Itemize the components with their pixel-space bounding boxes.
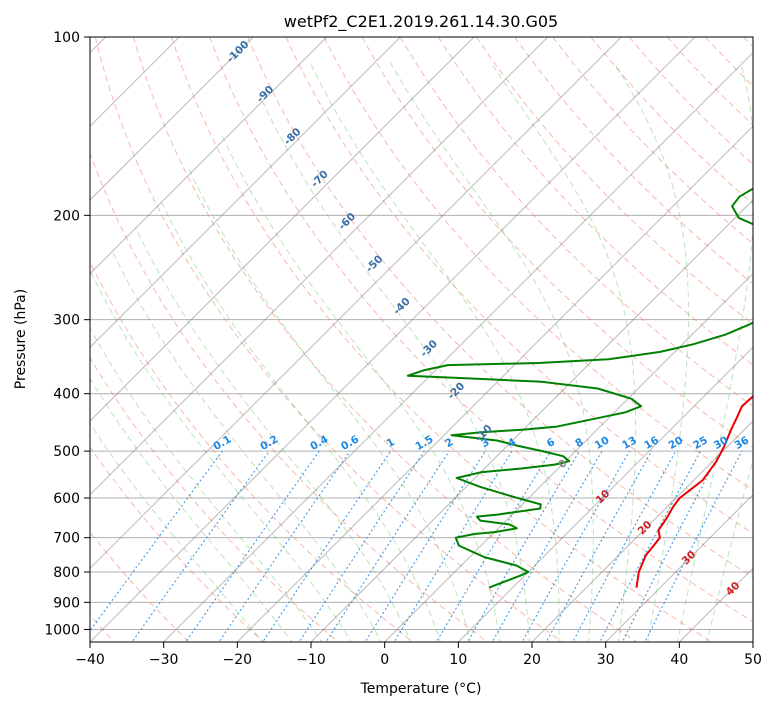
y-tick-label: 700	[53, 531, 80, 547]
mixing-ratio-line	[599, 450, 701, 642]
dry-adiabat	[171, 37, 713, 642]
isotherm-line	[90, 37, 254, 201]
x-tick-label: 10	[449, 652, 467, 668]
y-tick-label: 500	[53, 444, 80, 460]
dry-adiabat	[132, 37, 638, 642]
mixing-ratio-line	[298, 450, 425, 642]
x-tick-label: 0	[380, 652, 389, 668]
temperature-profile-line	[635, 395, 753, 588]
y-tick-label: 600	[53, 491, 80, 507]
mixing-ratio-line	[218, 450, 351, 642]
mixing-ratio-line	[521, 450, 630, 642]
y-tick-label: 200	[53, 208, 80, 224]
isotherm-line	[383, 272, 753, 642]
plot-area	[90, 37, 753, 642]
isotherm-line	[310, 199, 753, 642]
isotherm-line	[457, 346, 753, 642]
x-tick-label: −30	[149, 652, 179, 668]
x-tick-label: 40	[670, 652, 688, 668]
mixing-ratio-line	[644, 450, 743, 642]
x-tick-label: −20	[223, 652, 253, 668]
isotherm-line	[90, 37, 696, 642]
chart-title: wetPf2_C2E1.2019.261.14.30.G05	[284, 12, 558, 32]
moist-adiabat	[90, 269, 352, 642]
moist-adiabat	[676, 61, 753, 642]
dry-adiabat	[90, 531, 190, 642]
mixing-ratio-line	[90, 450, 223, 632]
dry-adiabat	[437, 37, 753, 366]
isotherm-line	[162, 51, 753, 642]
dry-adiabat	[247, 37, 753, 578]
moist-adiabat	[613, 61, 689, 642]
plot-frame	[89, 36, 754, 643]
moist-adiabat	[220, 132, 501, 642]
x-tick-label: 50	[744, 652, 762, 668]
moist-adiabat	[706, 457, 753, 642]
x-tick-label: 30	[597, 652, 615, 668]
mixing-ratio-line	[435, 450, 552, 642]
dry-adiabat	[399, 37, 753, 407]
y-tick-label: 800	[53, 565, 80, 581]
y-tick-label: 300	[53, 313, 80, 329]
isotherm-line	[90, 37, 402, 349]
y-tick-label: 1000	[44, 622, 80, 638]
dry-adiabat	[90, 446, 265, 642]
moist-adiabat	[90, 327, 323, 642]
y-tick-label: 100	[53, 30, 80, 46]
y-tick-label: 900	[53, 595, 80, 611]
moist-adiabat	[111, 251, 382, 642]
mixing-ratio-line	[621, 450, 722, 642]
y-axis: 100 200 300 400 500 600 700 800 900 1000	[44, 30, 90, 638]
dry-adiabat	[285, 37, 753, 535]
dry-adiabat	[209, 37, 753, 623]
dry-adiabats	[90, 37, 753, 642]
isotherms	[90, 37, 753, 642]
isotherm-line	[90, 37, 475, 422]
y-tick-label: 400	[53, 387, 80, 403]
profile-series	[406, 187, 753, 589]
pressure-gridlines	[90, 36, 753, 630]
moist-adiabat	[490, 61, 637, 642]
moist-adiabat	[309, 61, 560, 642]
x-axis: −40 −30 −20 −10 0 10 20 30 40 50	[75, 642, 762, 668]
moist-adiabat	[135, 227, 412, 642]
moist-adiabat	[90, 422, 264, 642]
isotherm-line	[604, 493, 753, 642]
moist-adiabat	[389, 61, 594, 642]
x-axis-title: Temperature (°C)	[360, 681, 482, 697]
mixing-ratio-line	[393, 450, 513, 642]
isotherm-line	[90, 37, 328, 275]
x-tick-label: 20	[523, 652, 541, 668]
moist-adiabat	[161, 201, 441, 642]
dry-adiabat	[90, 152, 489, 642]
dry-adiabat	[552, 37, 753, 245]
mixing-ratio-line	[185, 450, 320, 642]
x-tick-label: −40	[75, 652, 105, 668]
dewpoint-profile-line	[406, 187, 753, 589]
isotherm-line	[90, 37, 623, 570]
isotherm-line	[90, 37, 549, 496]
x-tick-label: −10	[296, 652, 326, 668]
y-axis-title: Pressure (hPa)	[13, 289, 29, 389]
dry-adiabat	[90, 356, 340, 642]
isotherm-line	[531, 420, 753, 642]
isotherm-line	[236, 125, 753, 642]
dry-adiabat	[514, 37, 753, 285]
mixing-ratio-line	[325, 450, 450, 642]
